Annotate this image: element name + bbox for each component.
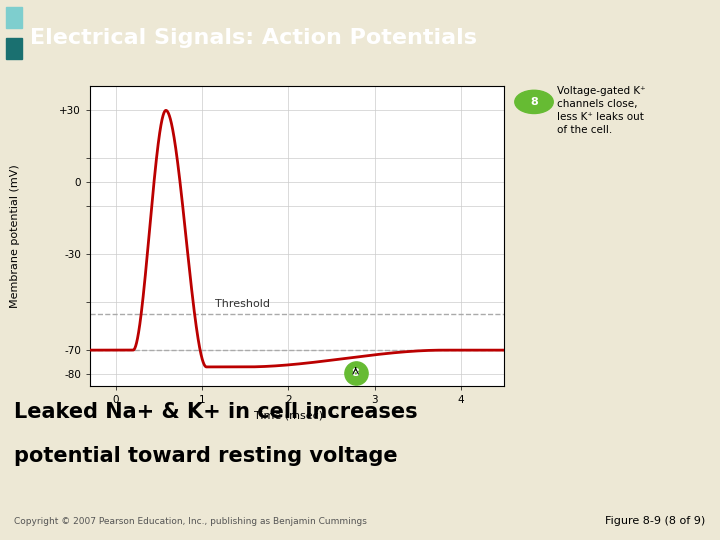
Bar: [6, 7, 22, 28]
Text: Figure 8-9 (8 of 9): Figure 8-9 (8 of 9): [606, 516, 706, 526]
Text: 8: 8: [352, 368, 359, 378]
Point: [350, 369, 361, 377]
Text: 8: 8: [530, 97, 538, 107]
Y-axis label: Membrane potential (mV): Membrane potential (mV): [9, 164, 19, 308]
Text: Leaked Na+ & K+ in cell increases: Leaked Na+ & K+ in cell increases: [14, 402, 418, 422]
Circle shape: [515, 90, 553, 113]
Text: Voltage-gated K⁺
channels close,
less K⁺ leaks out
of the cell.: Voltage-gated K⁺ channels close, less K⁺…: [557, 86, 646, 135]
Text: Copyright © 2007 Pearson Education, Inc., publishing as Benjamin Cummings: Copyright © 2007 Pearson Education, Inc.…: [14, 517, 367, 526]
Text: Electrical Signals: Action Potentials: Electrical Signals: Action Potentials: [30, 28, 477, 48]
Bar: [6, 38, 22, 59]
Text: potential toward resting voltage: potential toward resting voltage: [14, 446, 398, 465]
Text: Threshold: Threshold: [215, 299, 270, 309]
X-axis label: Time (msec)  →: Time (msec) →: [254, 411, 340, 421]
